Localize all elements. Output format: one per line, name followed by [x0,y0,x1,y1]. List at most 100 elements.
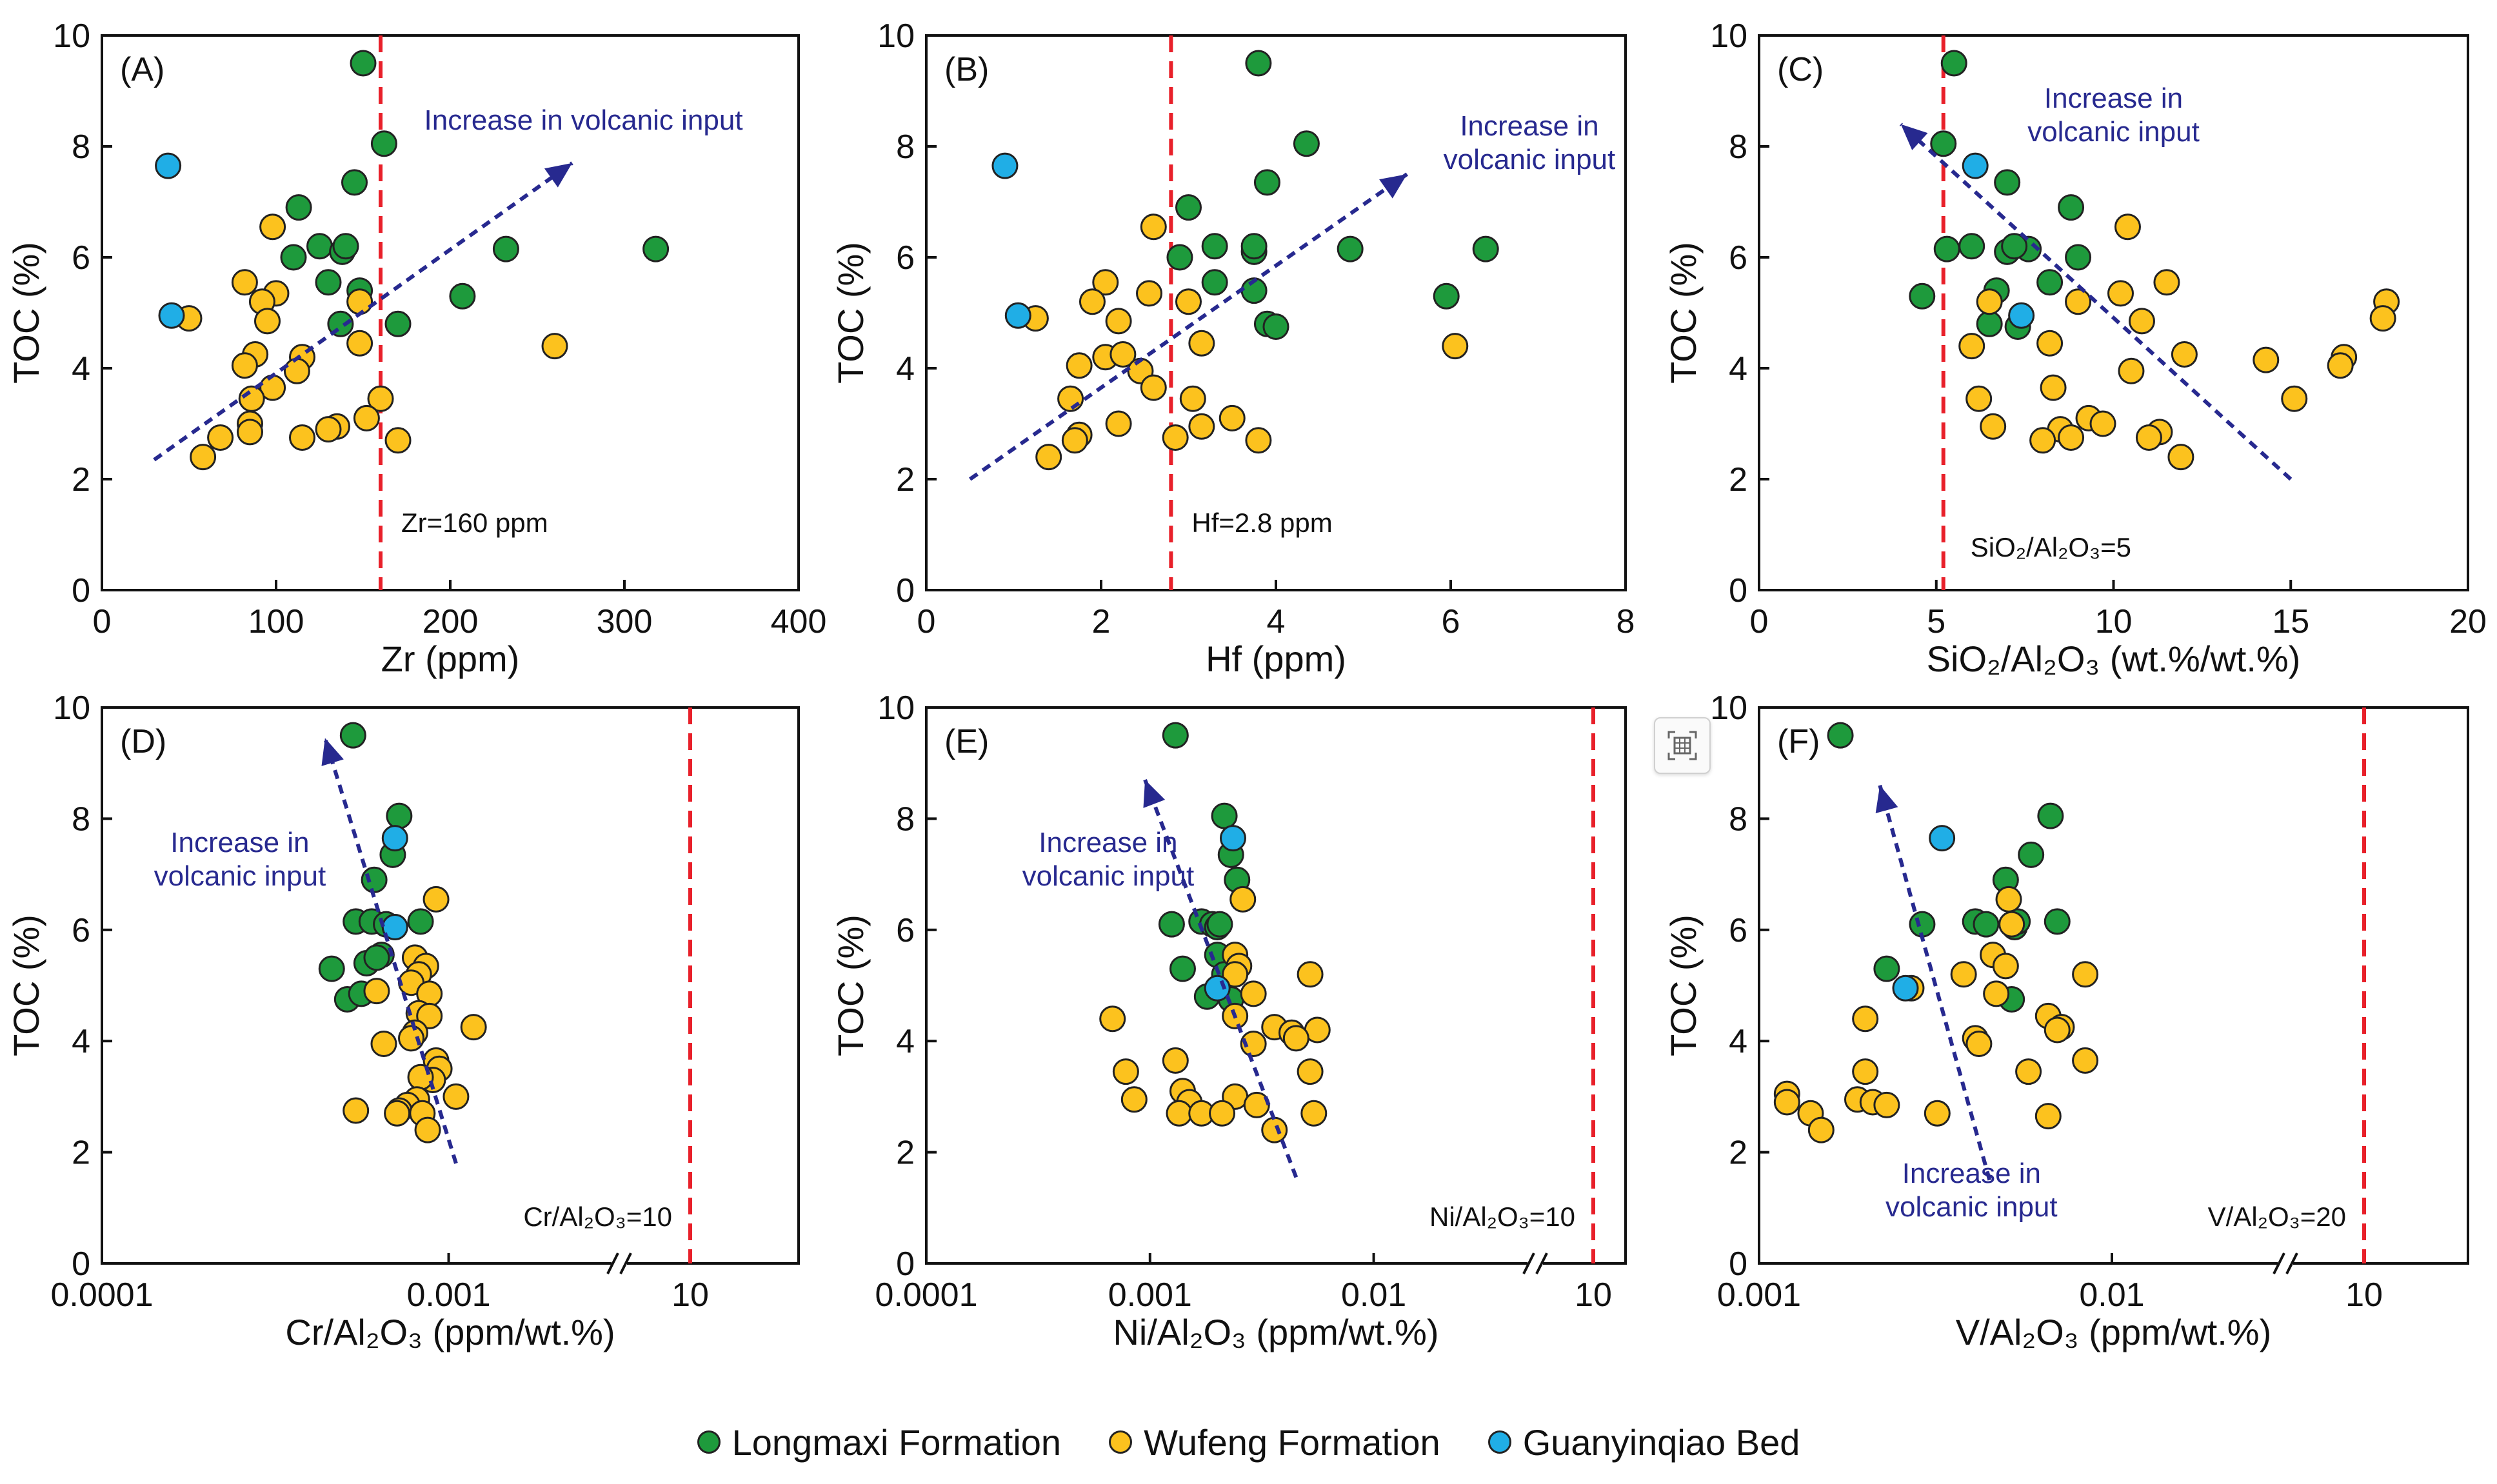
threshold-label: Hf=2.8 ppm [1191,508,1332,538]
arrow-head [544,163,572,188]
y-tick-label: 2 [1729,1134,1747,1172]
data-point-wufeng [2167,444,2194,471]
arrow-label: Increase in volcanic input [424,104,743,136]
data-point-wufeng [1992,953,2019,980]
panel-label: (B) [944,51,989,88]
x-tick-label: 0.0001 [50,1276,153,1314]
data-point-wufeng [2036,330,2064,357]
data-point-wufeng [460,1014,487,1041]
data-point-wufeng [190,444,217,471]
threshold-label: SiO₂/Al₂O₃=5 [1971,532,2131,562]
data-point-wufeng [1958,333,1985,360]
data-point-wufeng [416,1002,443,1029]
y-tick-label: 10 [877,689,915,727]
data-point-guanyinqiao [2008,302,2035,329]
x-tick-label: 8 [1617,603,1635,640]
data-point-wufeng [2029,427,2056,454]
data-point-guanyinqiao [1962,152,1989,179]
data-point-longmaxi [386,802,413,829]
legend-item-guanyinqiao: Guanyinqiao Bed [1487,1421,1800,1463]
x-tick-label: 0.001 [1108,1276,1192,1314]
threshold-label: V/Al₂O₃=20 [2208,1202,2346,1232]
data-point-wufeng [238,385,265,412]
data-point-wufeng [1873,1091,1900,1118]
axis-break-mark [1522,1252,1535,1274]
data-point-wufeng [2128,308,2155,335]
legend-label: Longmaxi Formation [731,1421,1062,1463]
data-point-wufeng [363,978,390,1005]
y-tick-label: 8 [896,800,915,838]
data-point-wufeng [1983,980,2010,1007]
data-point-wufeng [370,1031,397,1058]
plot-frame [101,706,800,1265]
data-point-wufeng [1243,1091,1270,1118]
arrow-label: volcanic input [154,860,326,892]
data-point-guanyinqiao [1219,825,1246,852]
arrow-label: Increase in [1902,1158,2041,1189]
data-point-longmaxi [642,235,670,262]
y-tick-label: 0 [72,1245,90,1283]
threshold-label: Zr=160 ppm [401,508,548,538]
y-tick-label: 0 [896,572,915,609]
data-point-longmaxi [2058,194,2085,221]
data-point-wufeng [414,1116,441,1143]
axis-break-mark [1535,1252,1548,1274]
data-point-longmaxi [1201,233,1228,260]
data-point-longmaxi [1940,50,1967,77]
plot-frame [1758,706,2469,1265]
x-axis-label: Hf (ppm) [1206,638,1346,679]
data-point-wufeng [2327,352,2354,379]
arrow-label: volcanic input [1444,144,1616,175]
panel-C: 0 2 4 6 8 10 0 5 10 15 20 SiO₂/Al₂O₃=5 SiO₂/Al₂O₃ (w… [1663,17,2487,679]
y-tick-label: 2 [1729,461,1747,499]
data-point-guanyinqiao [1004,302,1031,329]
arrow-label: Increase in [170,827,309,858]
data-point-wufeng [1980,413,2007,440]
y-axis-label: TOC (%) [6,915,46,1056]
data-point-wufeng [1188,330,1215,357]
legend-label: Guanyinqiao Bed [1522,1421,1800,1463]
data-point-wufeng [1066,352,1093,379]
data-point-longmaxi [1245,50,1272,77]
y-tick-label: 2 [896,461,915,499]
data-point-wufeng [289,424,315,451]
y-tick-label: 10 [53,689,90,727]
data-point-longmaxi [332,233,359,260]
data-point-wufeng [1924,1100,1951,1127]
y-tick-label: 4 [1729,1023,1747,1060]
y-tick-label: 0 [72,572,90,609]
panel-D: 0 2 4 6 8 10 0.0001 0.001 10 Cr/Al₂O₃=10 Cr/Al₂O₃ … [6,689,800,1352]
data-point-wufeng [1297,1058,1324,1085]
threshold-label: Ni/Al₂O₃=10 [1429,1202,1575,1232]
arrow-label: Increase in [2044,83,2183,114]
volcanic-input-arrow [323,737,458,1164]
axis-break-mark [619,1252,632,1274]
data-point-wufeng [1162,1047,1189,1074]
data-point-wufeng [2281,385,2308,412]
axis-break-mark [606,1252,619,1274]
data-point-longmaxi [1930,130,1957,157]
x-tick-label: 6 [1442,603,1460,640]
data-point-wufeng [1105,308,1132,335]
data-point-wufeng [1245,427,1272,454]
data-point-wufeng [353,404,380,431]
y-tick-label: 10 [1710,689,1747,727]
data-point-wufeng [1976,288,2003,315]
data-point-wufeng [2089,410,2116,437]
data-point-longmaxi [1206,911,1233,938]
arrow-head [1900,124,1928,150]
data-point-wufeng [231,269,258,296]
data-point-wufeng [1807,1116,1835,1143]
data-point-wufeng [1261,1116,1288,1143]
data-point-guanyinqiao [1929,825,1956,852]
data-point-longmaxi [1169,955,1196,982]
data-point-wufeng [1297,961,1324,988]
data-point-wufeng [2153,269,2180,296]
scan-table-icon[interactable] [1654,717,1711,774]
x-tick-label: 10 [1575,1276,1612,1314]
data-point-longmaxi [306,233,333,260]
data-point-wufeng [1965,1031,1993,1058]
data-point-longmaxi [492,235,519,262]
